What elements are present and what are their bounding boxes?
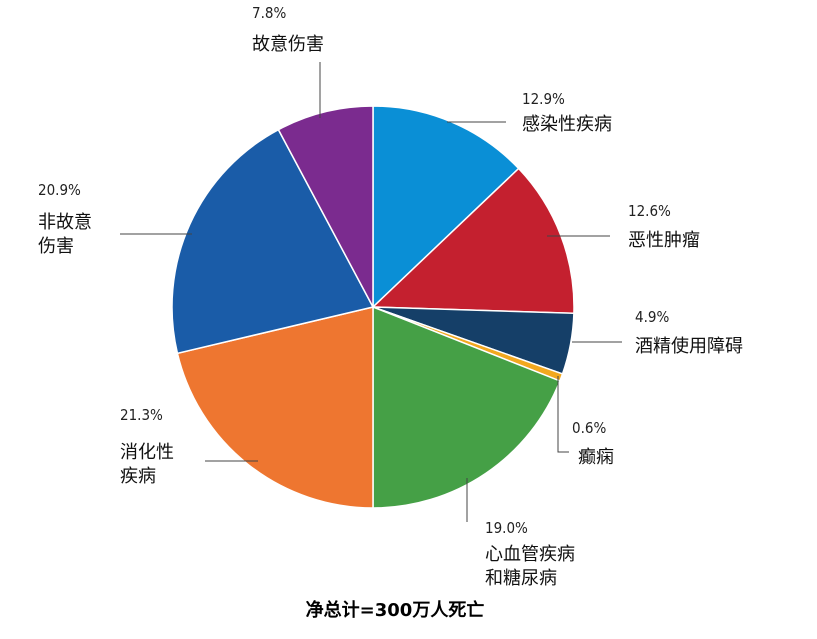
slice-category-label-3: 癫痫 (578, 447, 614, 468)
slice-percent-label-1: 12.6% (628, 202, 671, 220)
slice-category-label-5: 消化性疾病 (120, 442, 174, 487)
slice-category-label-6: 非故意伤害 (38, 212, 92, 257)
slice-category-label-0: 感染性疾病 (522, 114, 612, 135)
slice-percent-label-2: 4.9% (635, 308, 669, 326)
slice-category-label-1: 恶性肿瘤 (628, 230, 700, 251)
slice-category-label-4: 心血管疾病和糖尿病 (485, 544, 575, 589)
leader-line-3 (557, 376, 569, 453)
slice-percent-label-3: 0.6% (572, 419, 606, 437)
pie-slice-7 (277, 105, 374, 308)
slice-percent-label-5: 21.3% (120, 406, 163, 424)
slice-category-label-2: 酒精使用障碍 (635, 336, 743, 357)
pie-slice-5 (176, 306, 374, 509)
pie-slice-4 (372, 305, 561, 509)
slice-category-label-7: 故意伤害 (252, 34, 324, 55)
pie-slice-1 (371, 167, 575, 315)
chart-total-label: 净总计=300万人死亡 (306, 599, 485, 621)
slice-percent-label-6: 20.9% (38, 181, 81, 199)
pie-slice-6 (171, 128, 375, 355)
slice-percent-label-7: 7.8% (252, 4, 286, 22)
slice-percent-label-4: 19.0% (485, 519, 528, 537)
slice-percent-label-0: 12.9% (522, 90, 565, 108)
